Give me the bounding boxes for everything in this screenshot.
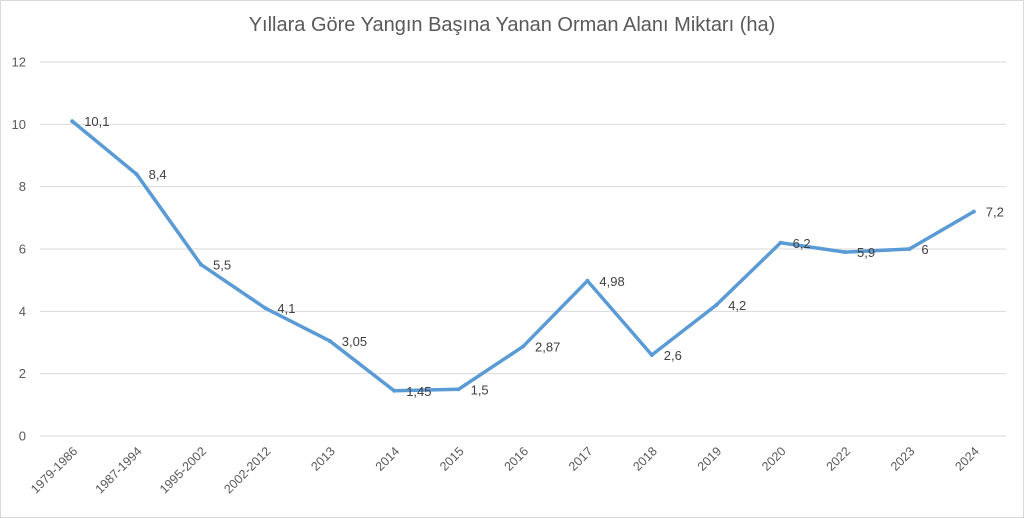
- data-label: 4,2: [728, 298, 746, 313]
- series-line: [70, 119, 976, 393]
- data-label: 5,5: [213, 258, 231, 273]
- data-label: 3,05: [342, 334, 367, 349]
- x-tick-label: 1995-2002: [157, 444, 209, 496]
- x-tick-label: 2020: [759, 444, 789, 474]
- data-point: [134, 172, 139, 177]
- data-label: 5,9: [857, 245, 875, 260]
- data-label: 4,98: [599, 274, 624, 289]
- data-point: [70, 119, 75, 124]
- data-point: [714, 303, 719, 308]
- data-point: [263, 306, 268, 311]
- y-tick-label: 4: [19, 304, 26, 319]
- x-tick-label: 2015: [437, 444, 467, 474]
- series-layer: [70, 119, 976, 393]
- data-label: 1,5: [471, 382, 489, 397]
- x-tick-label: 2014: [373, 444, 403, 474]
- y-tick-label: 8: [19, 179, 26, 194]
- x-tick-label: 2022: [824, 444, 854, 474]
- y-tick-label: 12: [12, 55, 26, 70]
- x-axis-ticks: 1979-1986 1987-1994 1995-2002 2002-2012 2013…: [28, 444, 982, 496]
- data-label: 1,45: [406, 384, 431, 399]
- x-tick-label: 2024: [952, 444, 982, 474]
- data-point: [649, 352, 654, 357]
- x-tick-label: 2023: [888, 444, 918, 474]
- gridlines: [40, 61, 1006, 437]
- data-point: [585, 278, 590, 283]
- data-label: 4,1: [277, 301, 295, 316]
- x-tick-label: 2002-2012: [221, 444, 273, 496]
- y-tick-label: 6: [19, 242, 26, 257]
- data-labels: 10,1 8,4 5,5 4,1 3,05 1,45 1,5 2,87 4,98 2,6 4,2 6,…: [84, 114, 1004, 399]
- data-point: [778, 240, 783, 245]
- data-point: [907, 247, 912, 251]
- y-tick-label: 0: [19, 429, 26, 444]
- data-label: 10,1: [84, 114, 109, 129]
- data-point: [971, 209, 976, 214]
- data-label: 2,87: [535, 340, 560, 355]
- data-label: 7,2: [986, 205, 1004, 220]
- x-tick-label: 2016: [502, 444, 532, 474]
- x-tick-label: 2017: [566, 444, 596, 474]
- data-point: [843, 250, 847, 255]
- data-label: 6: [921, 242, 928, 257]
- x-tick-label: 1987-1994: [93, 444, 145, 496]
- x-tick-label: 1979-1986: [28, 444, 80, 496]
- data-point: [456, 387, 461, 392]
- chart-title: Yıllara Göre Yangın Başına Yanan Orman A…: [248, 14, 776, 36]
- data-label: 2,6: [664, 348, 682, 363]
- data-label: 8,4: [149, 167, 167, 182]
- y-tick-label: 2: [19, 366, 26, 381]
- x-tick-label: 2019: [695, 444, 725, 474]
- x-tick-label: 2013: [308, 444, 338, 474]
- data-point: [327, 338, 332, 343]
- y-axis-ticks: 0 2 4 6 8 10 12: [12, 55, 26, 444]
- data-point: [392, 388, 397, 393]
- x-tick-label: 2018: [630, 444, 660, 474]
- data-point: [199, 262, 203, 267]
- data-label: 6,2: [793, 236, 811, 251]
- data-point: [521, 344, 525, 349]
- y-tick-label: 10: [12, 117, 26, 132]
